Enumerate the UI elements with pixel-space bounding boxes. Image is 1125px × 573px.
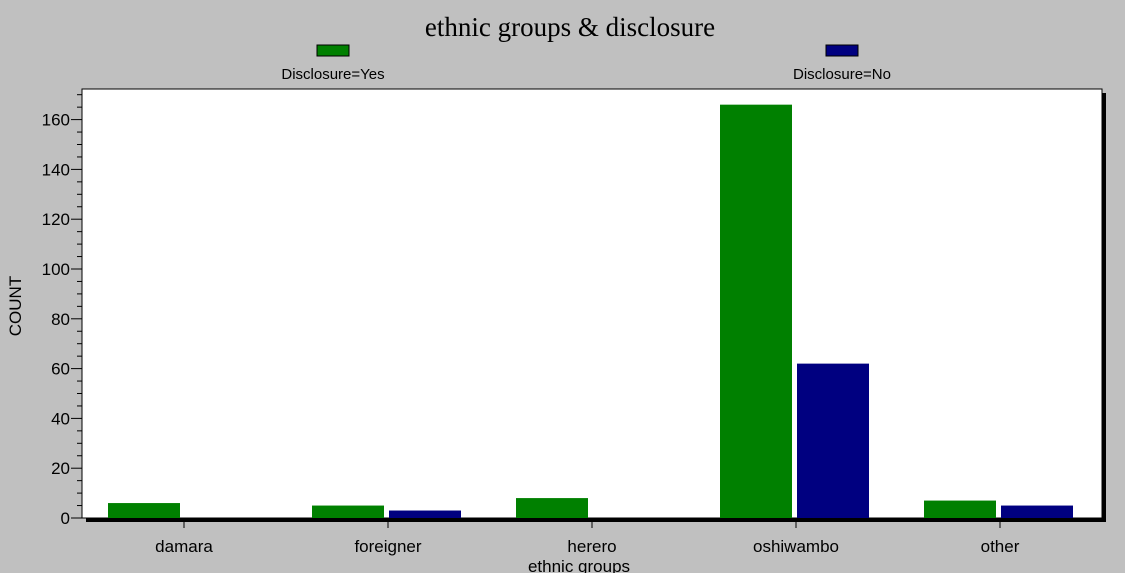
legend-swatch — [825, 44, 859, 57]
y-tick-label: 160 — [42, 111, 70, 130]
y-tick-label: 0 — [61, 509, 70, 528]
y-tick-label: 40 — [51, 409, 70, 428]
bar-yes-other — [924, 500, 996, 518]
bar-yes-damara — [108, 503, 180, 518]
x-tick-label: herero — [567, 537, 616, 556]
bar-yes-foreigner — [312, 505, 384, 518]
bar-no-oshiwambo — [797, 363, 869, 518]
y-axis: 0 20 40 60 80 100 120 140 160 — [42, 89, 83, 528]
plot-area — [81, 88, 1103, 519]
x-tick-label: foreigner — [354, 537, 421, 556]
x-tick-label: oshiwambo — [753, 537, 839, 556]
bars — [108, 104, 1073, 518]
y-tick-label: 120 — [42, 210, 70, 229]
y-axis-label: COUNT — [6, 276, 25, 336]
y-tick-label: 20 — [51, 459, 70, 478]
x-tick-label: damara — [155, 537, 213, 556]
y-tick-label: 140 — [42, 160, 70, 179]
x-tick-label: other — [981, 537, 1020, 556]
legend-label: Disclosure=No — [793, 66, 891, 83]
chart-title: ethnic groups & disclosure — [425, 12, 715, 42]
y-tick-label: 80 — [51, 310, 70, 329]
bar-no-other — [1001, 505, 1073, 518]
legend-label: Disclosure=Yes — [281, 66, 384, 83]
bar-no-foreigner — [389, 510, 461, 518]
x-axis-label: ethnic groups — [528, 557, 630, 573]
y-tick-label: 100 — [42, 260, 70, 279]
legend-swatch — [316, 44, 350, 57]
bar-yes-oshiwambo — [720, 104, 792, 518]
x-axis: damara foreigner herero oshiwambo other — [155, 518, 1020, 556]
bar-yes-herero — [516, 498, 588, 518]
y-tick-label: 60 — [51, 360, 70, 379]
legend: Disclosure=Yes Disclosure=No — [281, 44, 891, 83]
